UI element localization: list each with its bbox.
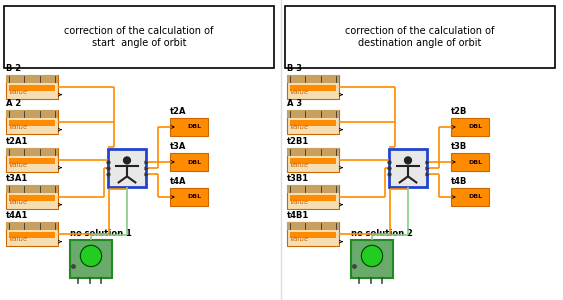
Text: t2B: t2B — [451, 107, 467, 116]
Text: Value: Value — [8, 124, 27, 130]
Bar — [290, 85, 336, 91]
Circle shape — [124, 157, 131, 164]
Bar — [287, 75, 339, 99]
Bar — [287, 222, 339, 246]
Bar — [287, 185, 339, 193]
Bar — [290, 158, 336, 164]
Text: A 2: A 2 — [6, 99, 21, 108]
Text: t2A1: t2A1 — [6, 137, 28, 146]
Bar — [9, 195, 55, 201]
Text: B 3: B 3 — [287, 64, 302, 73]
Text: correction of the calculation of
start  angle of orbit: correction of the calculation of start a… — [64, 26, 214, 48]
Bar — [287, 185, 339, 209]
Bar — [287, 110, 339, 134]
Bar — [108, 149, 146, 187]
Text: DBL: DBL — [187, 124, 201, 130]
Text: A 3: A 3 — [287, 99, 302, 108]
Circle shape — [405, 157, 412, 164]
Bar — [451, 118, 489, 136]
Bar — [6, 185, 58, 193]
Text: Value: Value — [8, 89, 27, 95]
Text: Value: Value — [8, 200, 27, 206]
Text: DBL: DBL — [468, 194, 482, 200]
Bar — [6, 75, 58, 99]
Text: Value: Value — [289, 124, 309, 130]
Bar — [285, 6, 555, 68]
Bar — [170, 188, 208, 206]
Bar — [290, 120, 336, 126]
Bar — [6, 110, 58, 118]
Text: no solution 1: no solution 1 — [70, 229, 132, 238]
Bar — [287, 75, 339, 83]
Bar — [287, 148, 339, 156]
Text: Value: Value — [289, 200, 309, 206]
Bar — [9, 232, 55, 238]
Bar — [290, 195, 336, 201]
Bar — [170, 118, 208, 136]
Bar — [6, 110, 58, 134]
Bar — [9, 158, 55, 164]
Bar — [4, 6, 274, 68]
Text: t3B1: t3B1 — [287, 174, 309, 183]
Text: Value: Value — [8, 236, 27, 242]
Text: DBL: DBL — [187, 194, 201, 200]
Text: t4A1: t4A1 — [6, 211, 28, 220]
Bar — [287, 148, 339, 172]
Text: Value: Value — [8, 162, 27, 168]
Circle shape — [361, 245, 383, 267]
Bar — [6, 148, 58, 156]
Text: t3A: t3A — [170, 142, 186, 151]
Bar — [389, 149, 427, 187]
Bar — [6, 148, 58, 172]
Bar — [6, 222, 58, 230]
Bar — [287, 110, 339, 118]
Bar — [9, 120, 55, 126]
Text: DBL: DBL — [187, 160, 201, 164]
Text: no solution 2: no solution 2 — [351, 229, 413, 238]
Text: t3B: t3B — [451, 142, 467, 151]
Text: t3A1: t3A1 — [6, 174, 28, 183]
Bar — [170, 153, 208, 171]
Bar — [9, 85, 55, 91]
Text: DBL: DBL — [468, 124, 482, 130]
Bar — [351, 240, 393, 278]
Text: t4B1: t4B1 — [287, 211, 309, 220]
Text: Value: Value — [289, 162, 309, 168]
Bar — [287, 222, 339, 230]
Text: t4B: t4B — [451, 177, 467, 186]
Bar — [451, 153, 489, 171]
Text: correction of the calculation of
destination angle of orbit: correction of the calculation of destina… — [345, 26, 495, 48]
Bar — [6, 185, 58, 209]
Bar — [70, 240, 112, 278]
Text: t4A: t4A — [170, 177, 186, 186]
Bar — [6, 75, 58, 83]
Text: DBL: DBL — [468, 160, 482, 164]
Circle shape — [81, 245, 102, 267]
Text: Value: Value — [289, 236, 309, 242]
Bar — [6, 222, 58, 246]
Bar — [290, 232, 336, 238]
Text: B 2: B 2 — [6, 64, 21, 73]
Bar — [451, 188, 489, 206]
Text: t2A: t2A — [170, 107, 186, 116]
Text: t2B1: t2B1 — [287, 137, 309, 146]
Text: Value: Value — [289, 89, 309, 95]
